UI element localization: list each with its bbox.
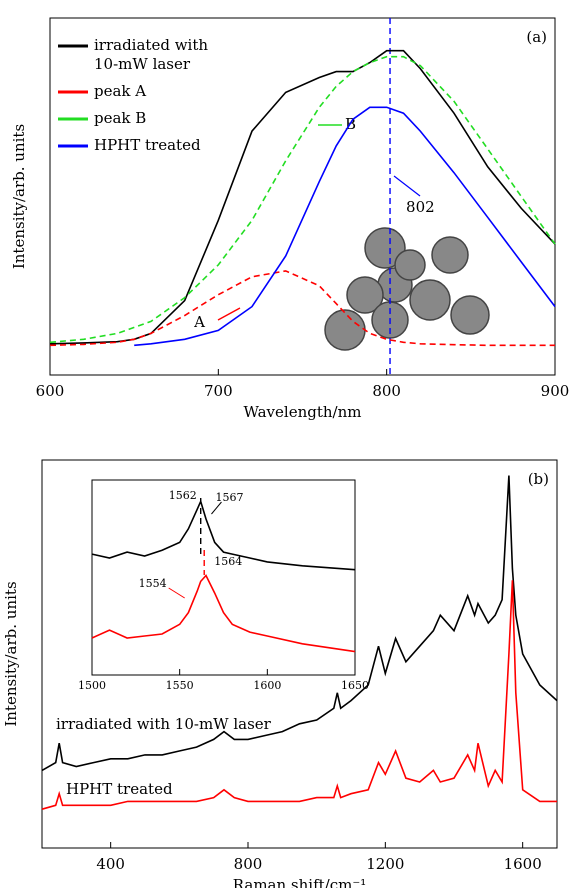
panel-label: (a)	[526, 28, 547, 46]
series-line	[41, 580, 557, 810]
series-line	[41, 475, 558, 772]
fullerene-illustration	[324, 227, 490, 351]
arrow	[168, 587, 185, 599]
peak-label: 1554	[139, 577, 167, 590]
x-axis-label: Wavelength/nm	[244, 403, 362, 421]
legend-label: HPHT treated	[94, 136, 201, 154]
series-label: HPHT treated	[66, 780, 173, 798]
reference-label: 1562	[169, 489, 197, 502]
arrow	[393, 175, 421, 197]
x-tick-label: 400	[96, 855, 125, 873]
series-line	[49, 55, 556, 344]
legend-line: irradiated with	[94, 36, 208, 54]
legend-line: 10-mW laser	[94, 55, 191, 73]
arrow	[211, 501, 222, 515]
series-line	[91, 499, 356, 571]
arrow	[217, 307, 241, 321]
x-tick-label: 1600	[504, 855, 542, 873]
series-line	[49, 270, 555, 347]
x-tick-label: 800	[234, 855, 263, 873]
x-tick-label: 1550	[166, 679, 194, 692]
reference-label: 1564	[214, 555, 242, 568]
series-line	[49, 49, 556, 345]
x-tick-label: 900	[541, 382, 570, 400]
series-line	[91, 574, 356, 653]
x-tick-label: 1600	[253, 679, 281, 692]
series-label: irradiated with 10-mW laser	[56, 715, 272, 733]
plot-frame	[41, 459, 558, 849]
x-tick-label: 700	[204, 382, 233, 400]
plot-frame	[49, 17, 556, 376]
annotation: A	[193, 313, 205, 331]
plot-frame	[91, 479, 356, 676]
reference-label: 802	[406, 198, 435, 216]
peak-label: 1567	[215, 491, 243, 504]
panel-label: (b)	[528, 470, 549, 488]
legend-label: peak B	[94, 109, 146, 127]
y-axis-label: Intensity/arb. units	[10, 124, 28, 269]
series-line	[134, 106, 556, 347]
x-tick-label: 800	[372, 382, 401, 400]
x-axis-label: Raman shift/cm⁻¹	[233, 876, 367, 888]
legend-label: peak A	[94, 82, 146, 100]
x-tick-label: 1200	[366, 855, 404, 873]
y-axis-label: Intensity/arb. units	[2, 581, 20, 726]
x-tick-label: 1650	[341, 679, 369, 692]
x-tick-label: 1500	[78, 679, 106, 692]
legend-label: irradiated with 10-mW laser	[94, 36, 208, 73]
x-tick-label: 600	[36, 382, 65, 400]
